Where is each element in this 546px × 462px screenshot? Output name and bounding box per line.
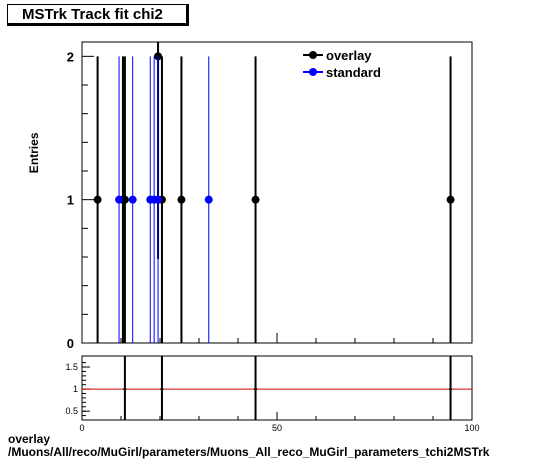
ratio-y-tick-label: 1.5 [65, 362, 78, 372]
ratio-frame [81, 355, 473, 421]
ratio-point [160, 387, 164, 391]
data-point-overlay [177, 195, 186, 204]
data-point-overlay [251, 195, 260, 204]
ratio-point [254, 387, 258, 391]
y-tick-label: 0 [67, 336, 74, 351]
main-frame [81, 41, 473, 344]
ratio-x-tick-label: 0 [79, 423, 84, 433]
data-point-standard [154, 195, 163, 204]
ratio-y-tick-label: 1 [73, 384, 78, 394]
caption-line-1: overlay [8, 432, 51, 446]
caption-line-2: /Muons/All/reco/MuGirl/parameters/Muons_… [8, 445, 490, 459]
ratio-point [123, 387, 127, 391]
title-box: MSTrk Track fit chi2 [7, 4, 189, 26]
legend-marker-overlay [309, 51, 317, 59]
legend-label-overlay: overlay [326, 48, 372, 63]
data-point-standard [204, 195, 213, 204]
data-point-overlay [120, 195, 129, 204]
data-point-overlay [93, 195, 102, 204]
data-point-standard [128, 195, 137, 204]
y-tick-label: 2 [67, 49, 74, 64]
legend-label-standard: standard [326, 65, 381, 80]
data-point-overlay [446, 195, 455, 204]
ratio-y-tick-label: 0.5 [65, 406, 78, 416]
data-point-standard [115, 195, 124, 204]
legend-marker-standard [309, 68, 317, 76]
caption: overlay /Muons/All/reco/MuGirl/parameter… [8, 433, 489, 459]
y-axis-label: Entries [27, 132, 41, 173]
ratio-x-tick-label: 100 [464, 423, 479, 433]
ratio-point [449, 387, 453, 391]
y-tick-label: 1 [67, 193, 74, 208]
chart-title: MSTrk Track fit chi2 [22, 6, 163, 23]
ratio-x-tick-label: 50 [272, 423, 282, 433]
